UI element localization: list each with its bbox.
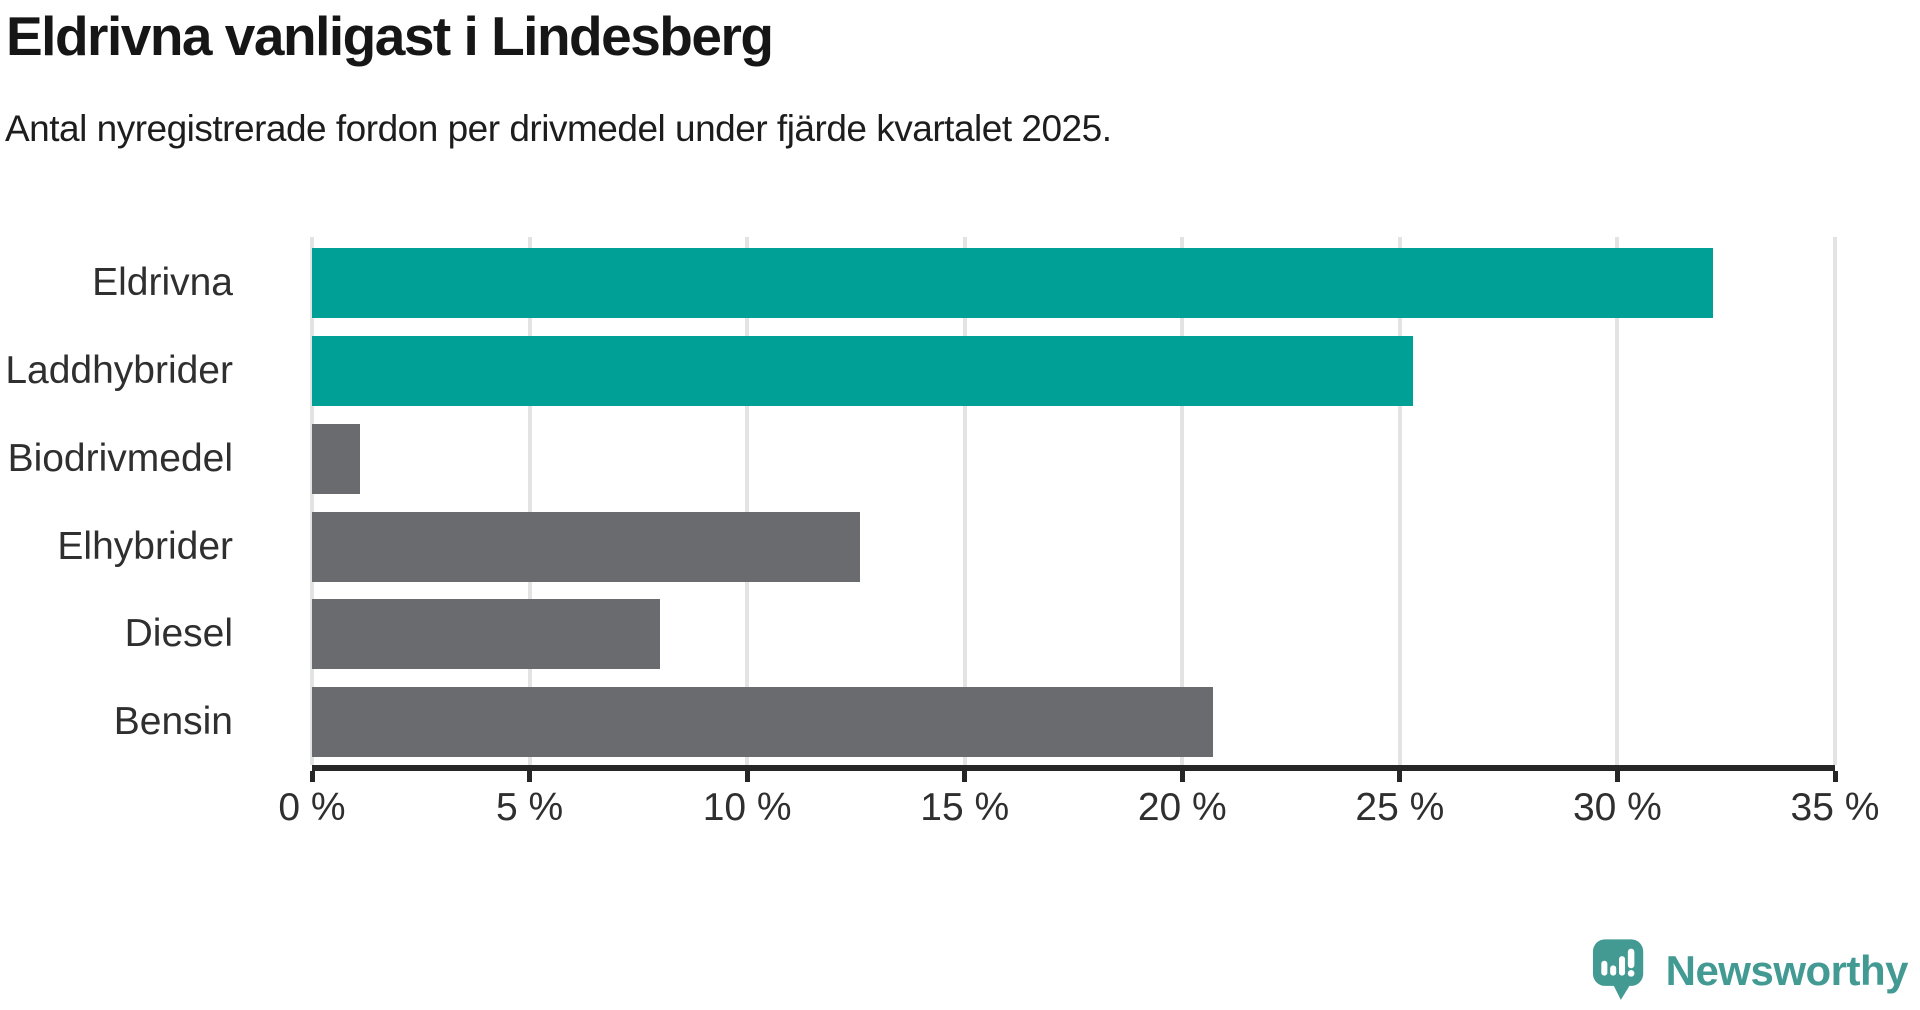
x-tick-label-0: 0 % — [278, 786, 346, 829]
gridline-25 — [1397, 237, 1402, 765]
x-tick-20 — [1179, 771, 1185, 782]
bar-chart-plot-area: 0 % 5 % 10 % 15 % 20 % 25 % 30 % 35 % — [278, 237, 1879, 829]
bar-biodrivmedel — [312, 423, 360, 494]
bar-laddhybrider — [312, 335, 1413, 406]
x-tick-0 — [309, 771, 315, 782]
bar-elhybrider — [312, 511, 861, 582]
x-tick-label-5: 5 % — [495, 786, 564, 829]
gridline-35 — [1833, 237, 1837, 765]
x-tick-label-35: 35 % — [1790, 786, 1880, 829]
newsworthy-logo: Newsworthy — [1592, 938, 1909, 1004]
x-tick-30 — [1614, 771, 1620, 782]
category-label-diesel: Diesel — [124, 612, 233, 656]
x-tick-25 — [1397, 771, 1403, 782]
x-tick-label-25: 25 % — [1355, 786, 1445, 829]
gridline-0 — [310, 237, 314, 765]
x-tick-35 — [1832, 771, 1838, 782]
x-tick-15 — [962, 771, 968, 782]
chart-subtitle: Antal nyregistrerade fordon per drivmede… — [5, 108, 1112, 149]
category-label-elhybrider: Elhybrider — [57, 524, 233, 568]
newsworthy-logo-text: Newsworthy — [1665, 947, 1909, 994]
gridline-30 — [1615, 237, 1620, 765]
bar-bensin — [312, 687, 1213, 758]
gridline-15 — [962, 237, 967, 765]
newsworthy-logo-icon — [1592, 939, 1643, 1000]
category-label-bensin: Bensin — [113, 700, 233, 744]
x-tick-10 — [744, 771, 750, 782]
bar-eldrivna — [312, 248, 1714, 318]
gridline-10 — [745, 237, 750, 765]
category-label-biodrivmedel: Biodrivmedel — [7, 436, 233, 480]
category-label-laddhybrider: Laddhybrider — [5, 348, 233, 392]
gridline-20 — [1180, 237, 1185, 765]
bar-diesel — [312, 599, 661, 670]
x-tick-label-10: 10 % — [702, 786, 792, 829]
x-tick-5 — [527, 771, 533, 782]
chart-title: Eldrivna vanligast i Lindesberg — [6, 5, 774, 67]
x-tick-label-15: 15 % — [920, 786, 1010, 829]
gridline-5 — [527, 237, 532, 765]
x-axis-line — [312, 765, 1835, 771]
x-tick-label-30: 30 % — [1572, 786, 1662, 829]
x-tick-label-20: 20 % — [1137, 786, 1227, 829]
category-label-eldrivna: Eldrivna — [92, 261, 233, 304]
